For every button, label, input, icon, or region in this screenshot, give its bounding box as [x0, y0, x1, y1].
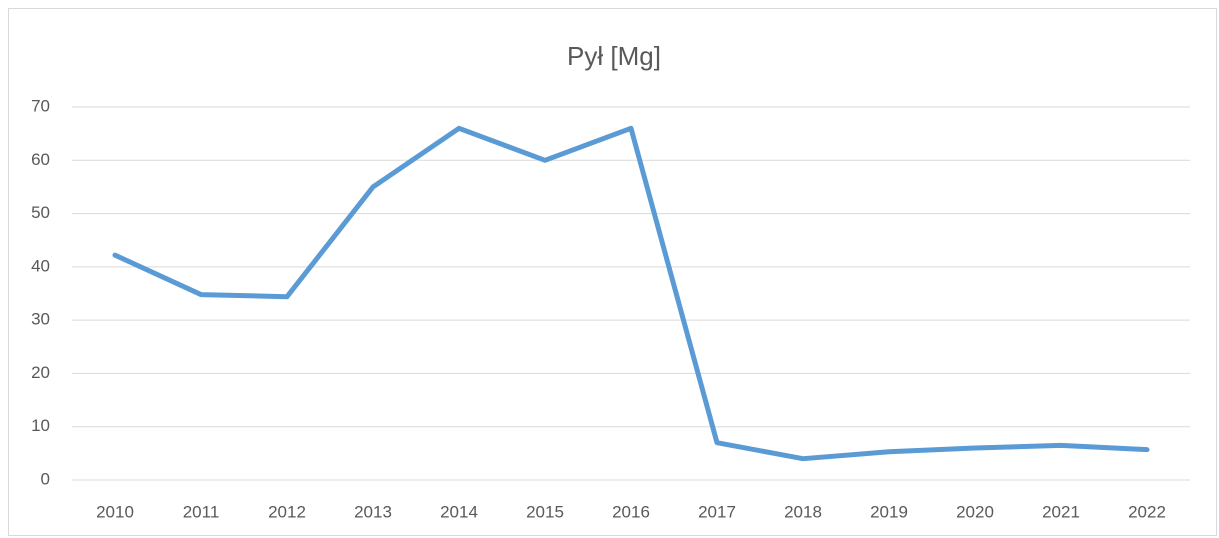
- y-tick-label: 0: [41, 469, 50, 488]
- y-tick-label: 70: [31, 96, 50, 115]
- y-tick-label: 60: [31, 150, 50, 169]
- y-tick-label: 40: [31, 256, 50, 275]
- chart-border: [8, 8, 1217, 536]
- x-tick-label: 2016: [612, 502, 650, 521]
- x-tick-label: 2022: [1128, 502, 1166, 521]
- y-tick-label: 30: [31, 310, 50, 329]
- chart-title: Pył [Mg]: [567, 41, 661, 71]
- x-tick-label: 2010: [96, 502, 134, 521]
- y-tick-label: 20: [31, 363, 50, 382]
- line-series: [112, 125, 1150, 462]
- x-tick-label: 2020: [956, 502, 994, 521]
- x-tick-label: 2011: [183, 502, 220, 521]
- x-tick-label: 2017: [698, 502, 736, 521]
- x-tick-label: 2014: [440, 502, 478, 521]
- x-tick-label: 2019: [870, 502, 908, 521]
- y-tick-label: 10: [31, 416, 50, 435]
- x-tick-label: 2015: [526, 502, 564, 521]
- x-tick-label: 2012: [268, 502, 306, 521]
- x-tick-label: 2013: [354, 502, 392, 521]
- y-tick-label: 50: [31, 203, 50, 222]
- x-tick-label: 2021: [1042, 502, 1080, 521]
- x-tick-label: 2018: [784, 502, 822, 521]
